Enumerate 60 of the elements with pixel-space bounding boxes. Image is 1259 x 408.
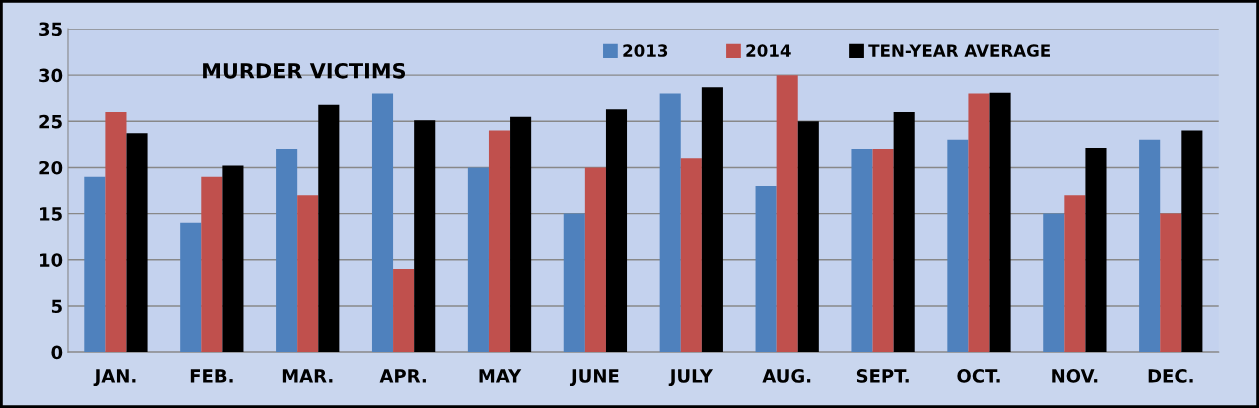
x-tick-label: DEC.	[1148, 369, 1193, 383]
x-tick-label: AUG.	[762, 369, 811, 383]
legend-label: TEN-YEAR AVERAGE	[868, 44, 1050, 57]
x-tick-label: JUNE	[569, 369, 619, 387]
bar	[105, 112, 127, 353]
bar	[84, 176, 106, 353]
bar	[659, 93, 681, 353]
x-tick-label: FEB.	[190, 369, 233, 383]
bar	[201, 176, 223, 353]
bar	[467, 167, 489, 353]
x-tick-label: APR.	[379, 369, 426, 383]
bar	[510, 116, 532, 353]
y-tick-label: 25	[39, 114, 62, 129]
bar	[371, 93, 394, 353]
bar	[1139, 139, 1161, 353]
bar	[1043, 213, 1065, 353]
bar	[1064, 195, 1086, 353]
x-tick-label: MAR.	[282, 369, 333, 383]
bar	[488, 130, 511, 353]
bar	[563, 213, 585, 353]
x-tick-label: MAY	[479, 369, 522, 383]
bar	[872, 148, 894, 353]
y-tick-label: 35	[39, 22, 62, 37]
bar	[893, 112, 915, 353]
bar	[180, 222, 202, 353]
bar	[126, 133, 148, 353]
bar	[318, 104, 340, 353]
x-tick-label: OCT.	[957, 369, 1000, 383]
y-tick-label: 20	[39, 160, 63, 175]
bar	[968, 93, 990, 353]
bar	[1181, 130, 1203, 353]
bar	[1085, 148, 1107, 353]
bar	[393, 269, 415, 353]
x-tick-label: SEPT.	[856, 369, 909, 383]
y-tick-label: 5	[51, 299, 62, 314]
y-tick-label: 30	[39, 68, 63, 83]
text: MURDER VICTIMS	[203, 62, 406, 79]
bar	[1160, 213, 1182, 353]
bar	[989, 92, 1011, 353]
y-tick-label: 0	[51, 345, 63, 360]
y-tick-label: 15	[40, 207, 62, 221]
bar	[276, 148, 298, 353]
bar	[947, 139, 969, 353]
y-tick-label: 10	[40, 253, 63, 267]
bar	[605, 109, 628, 353]
bar	[584, 167, 606, 353]
x-tick-label: NOV.	[1052, 369, 1098, 383]
bar	[414, 120, 436, 353]
bar	[701, 87, 723, 353]
bar	[776, 75, 798, 353]
bar	[851, 148, 873, 353]
legend-label: 2013	[623, 44, 668, 57]
bar	[222, 165, 244, 353]
bar	[680, 158, 702, 353]
x-tick-label: JAN.	[93, 369, 136, 387]
bar	[797, 121, 819, 353]
x-tick-label: JULY	[668, 369, 714, 387]
bar	[755, 185, 777, 353]
bar	[297, 195, 319, 353]
legend-label: 2014	[746, 44, 791, 57]
